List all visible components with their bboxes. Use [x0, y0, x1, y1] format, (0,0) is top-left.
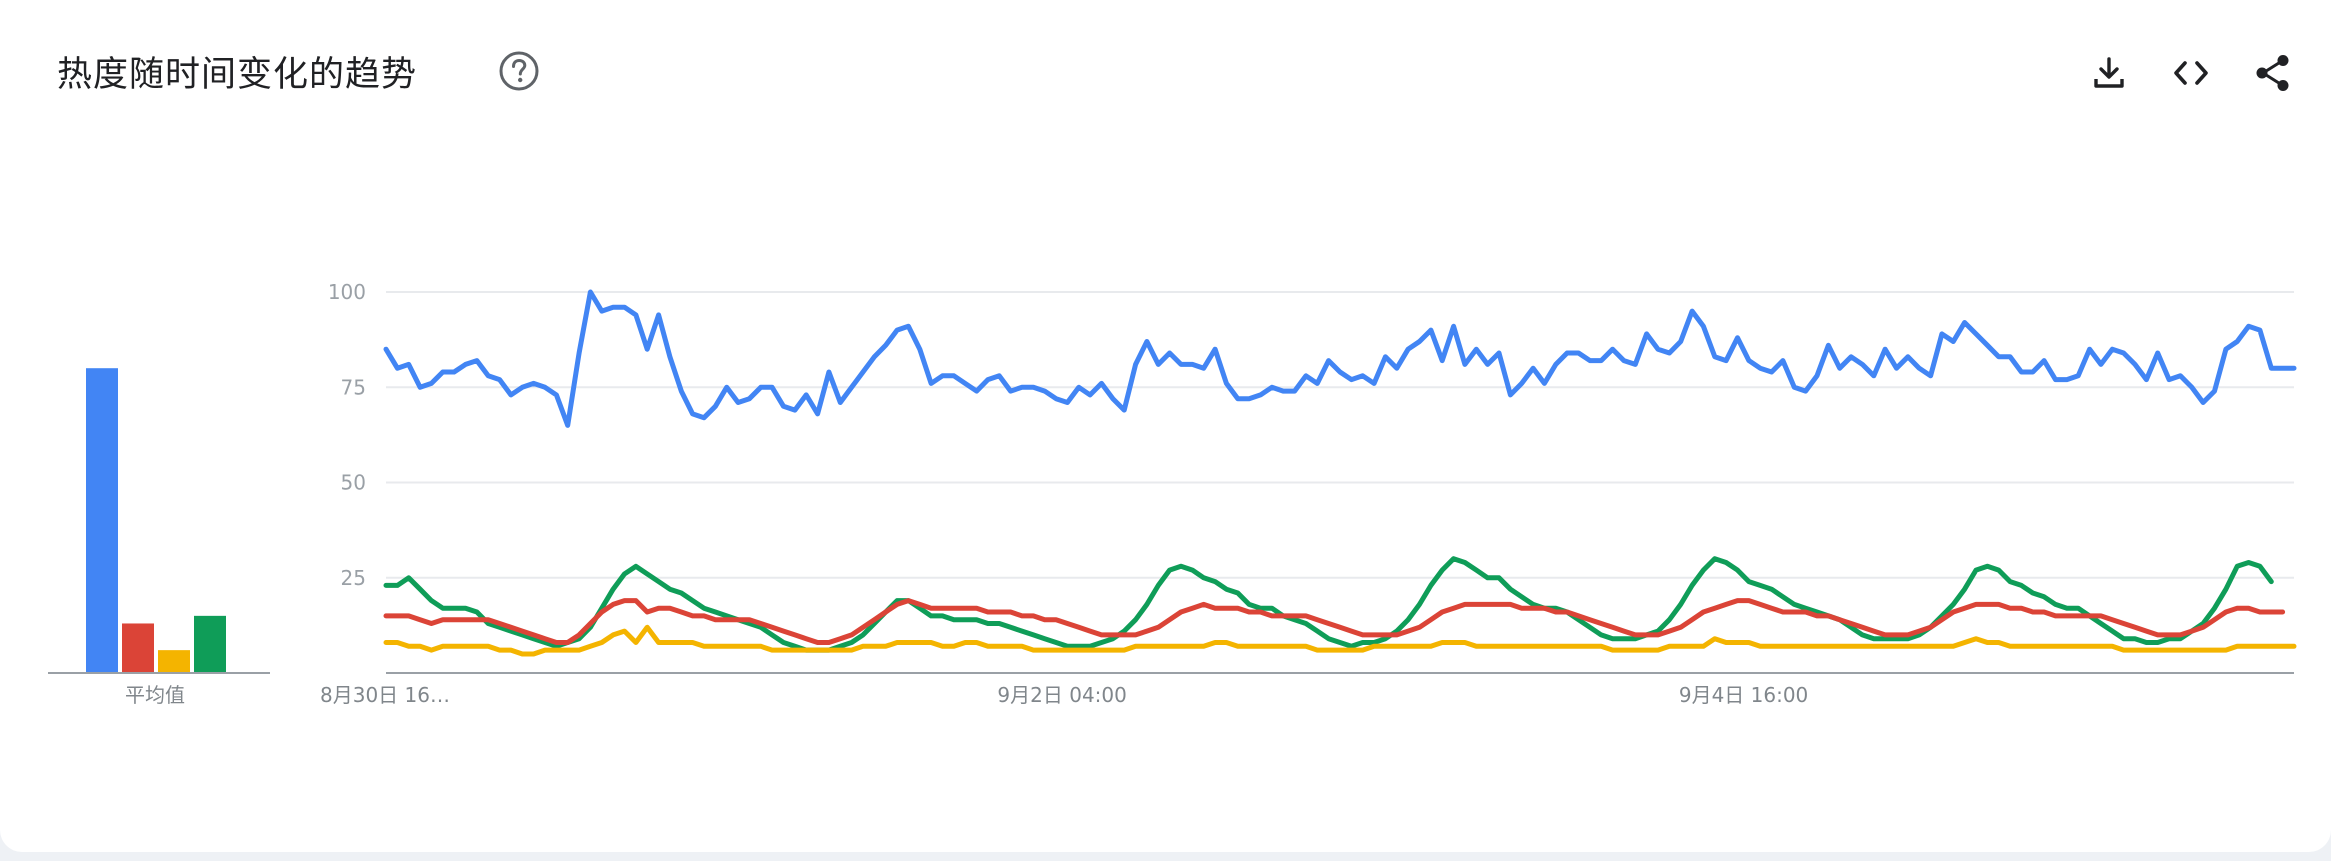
series-line	[383, 289, 2297, 428]
x-tick-label: 8月30日 16…	[320, 683, 450, 707]
help-circle-icon[interactable]	[498, 50, 540, 92]
series-line	[383, 598, 2286, 645]
x-tick-label: 9月4日 16:00	[1679, 683, 1808, 707]
y-tick-label: 50	[341, 471, 366, 495]
page-title: 热度随时间变化的趋势	[57, 55, 418, 95]
code-icon[interactable]	[2170, 52, 2212, 94]
x-tick-label: 9月2日 04:00	[997, 683, 1126, 707]
average-bar	[194, 615, 226, 673]
average-bar	[122, 623, 154, 673]
y-tick-label: 25	[341, 566, 366, 590]
series-line	[383, 624, 2297, 657]
average-bar	[158, 650, 190, 673]
y-tick-label: 75	[341, 375, 366, 399]
download-icon[interactable]	[2088, 52, 2130, 94]
y-tick-label: 100	[328, 280, 366, 304]
average-label: 平均值	[125, 683, 185, 707]
series-line	[383, 556, 2274, 653]
average-bar	[86, 368, 118, 673]
share-icon[interactable]	[2252, 52, 2294, 94]
